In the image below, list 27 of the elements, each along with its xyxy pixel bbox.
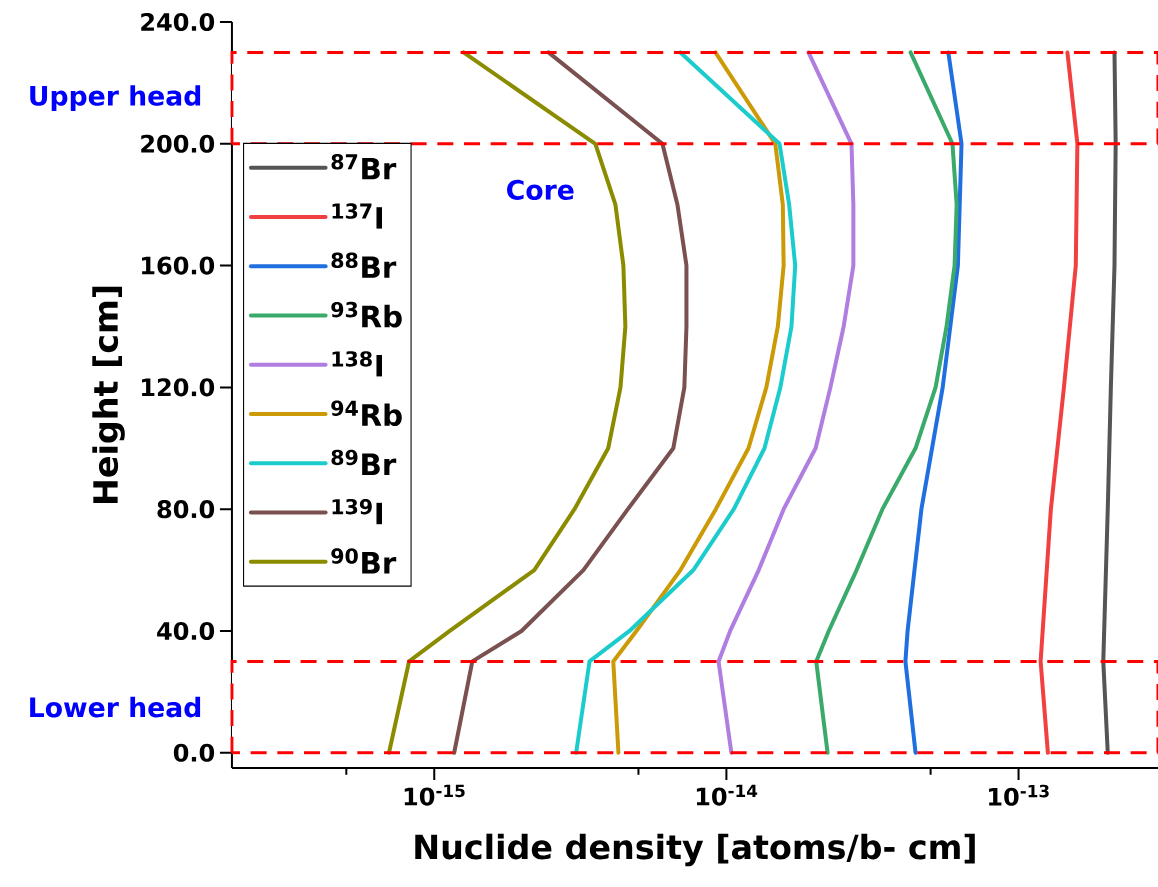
y-tick-label: 240.0 [141, 12, 215, 32]
line-series [1038, 50, 1080, 755]
legend-label: $^{138}$I [332, 351, 382, 377]
annotation: Core [507, 179, 574, 200]
legend-label: $^{90}$Br [331, 548, 397, 574]
line-series [1101, 50, 1118, 755]
band-label: Lower head [30, 696, 201, 718]
x-tick-label: 10$^{-15}$ [404, 784, 465, 806]
y-tick-label: 0.0 [173, 743, 215, 762]
band-label: Upper head [30, 85, 201, 112]
y-tick-label: 80.0 [157, 500, 215, 519]
line-series [903, 50, 964, 755]
legend-label: $^{139}$I [332, 498, 382, 525]
y-tick-label: 200.0 [141, 134, 215, 153]
y-tick-label: 160.0 [142, 256, 215, 275]
x-tick-label: 10$^{-13}$ [989, 784, 1049, 806]
x-axis-title: Nuclide density [atoms/b- cm] [415, 833, 975, 867]
legend-label: $^{87}$Br [331, 154, 397, 180]
legend-label: $^{137}$I [332, 203, 382, 229]
legend-label: $^{88}$Br [331, 252, 397, 278]
y-tick-label: 120.0 [142, 378, 215, 397]
y-tick-label: 40.0 [157, 621, 215, 641]
legend-label: $^{93}$Rb [331, 301, 402, 328]
x-tick-label: 10$^{-14}$ [696, 784, 758, 806]
legend-label: $^{94}$Rb [331, 400, 402, 427]
legend-label: $^{89}$Br [331, 449, 397, 475]
y-axis-title: Height [cm] [92, 286, 125, 503]
